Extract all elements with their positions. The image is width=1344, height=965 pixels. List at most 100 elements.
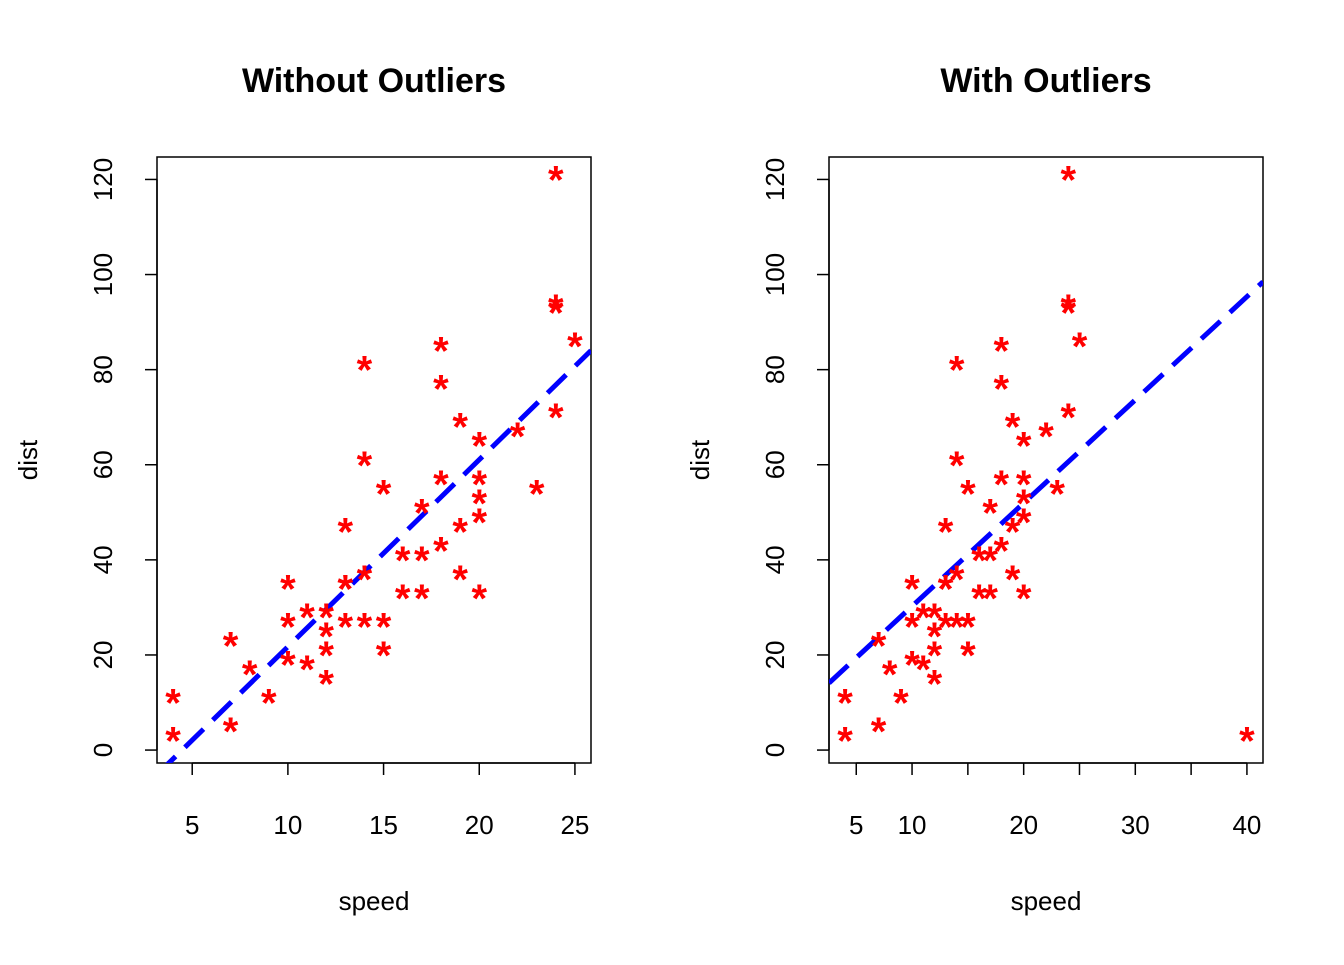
x-axis-title: speed [339,886,410,916]
data-point: * [960,605,976,649]
data-point: * [1049,472,1065,516]
data-point: * [357,605,373,649]
data-point: * [548,158,564,202]
data-point: * [548,292,564,336]
data-point: * [433,529,449,573]
data-point: * [949,558,965,602]
data-point: * [1005,406,1021,450]
data-point: * [548,287,564,331]
data-point: * [1005,558,1021,602]
data-point: * [915,648,931,692]
data-point: * [1061,396,1077,440]
y-axis-title: dist [13,439,43,480]
data-point: * [338,510,354,554]
data-point: * [949,444,965,488]
x-tick-label: 25 [560,810,589,840]
data-point: * [471,463,487,507]
data-point: * [414,491,430,535]
data-point: * [1038,415,1054,459]
y-tick-label: 40 [88,545,118,574]
x-tick-label: 10 [273,810,302,840]
data-point: * [452,406,468,450]
data-point: * [395,577,411,621]
data-point: * [433,463,449,507]
y-tick-label: 0 [760,743,790,757]
data-point: * [376,472,392,516]
data-point: * [471,577,487,621]
data-point: * [280,643,296,687]
data-point: * [1016,577,1032,621]
data-point: * [904,567,920,611]
data-point: * [357,349,373,393]
y-tick-label: 100 [760,253,790,296]
y-tick-label: 120 [88,158,118,201]
data-point: * [261,682,277,726]
data-point: * [904,643,920,687]
y-tick-label: 20 [88,641,118,670]
data-point: * [1239,720,1255,764]
data-point: * [938,510,954,554]
data-point: * [982,577,998,621]
data-point: * [471,501,487,545]
y-tick-label: 60 [760,450,790,479]
data-point: * [994,529,1010,573]
data-point: * [837,720,853,764]
data-point: * [871,710,887,754]
data-point: * [471,482,487,526]
data-point: * [318,634,334,678]
data-point: * [837,682,853,726]
data-point: * [338,567,354,611]
x-tick-label: 30 [1121,810,1150,840]
data-point: * [960,634,976,678]
data-point: * [1016,425,1032,469]
plot-title: Without Outliers [242,62,506,100]
data-point: * [994,330,1010,374]
data-point: * [1061,287,1077,331]
data-point: * [567,325,583,369]
plot-title: With Outliers [940,62,1151,100]
x-tick-label: 20 [1009,810,1038,840]
data-point: * [165,682,181,726]
data-point: * [1016,463,1032,507]
y-tick-label: 40 [760,545,790,574]
data-point: * [165,720,181,764]
data-point: * [529,472,545,516]
data-point: * [938,567,954,611]
data-point: * [982,539,998,583]
data-point: * [280,605,296,649]
data-point: * [871,624,887,668]
regression-line [165,348,591,763]
data-point: * [971,539,987,583]
data-point: * [299,596,315,640]
data-point: * [1016,482,1032,526]
data-point: * [376,634,392,678]
data-point: * [882,653,898,697]
data-point: * [1072,325,1088,369]
x-tick-label: 15 [369,810,398,840]
regression-line [829,279,1263,685]
data-point: * [338,605,354,649]
data-point: * [927,615,943,659]
y-tick-label: 20 [760,641,790,670]
data-point: * [960,472,976,516]
data-point: * [1005,510,1021,554]
data-point: * [414,539,430,583]
data-point: * [927,634,943,678]
y-tick-label: 120 [760,158,790,201]
y-tick-label: 80 [760,355,790,384]
data-point: * [433,368,449,412]
data-point: * [893,682,909,726]
data-point: * [318,596,334,640]
data-point: * [1061,292,1077,336]
data-point: * [433,330,449,374]
data-point: * [299,648,315,692]
plot-panel-2: With Outliers 5 10 20 30 40 0 20 40 60 80 100 120 spe… [685,62,1264,916]
data-point: * [318,662,334,706]
data-point: * [357,444,373,488]
data-point: * [338,567,354,611]
data-point: * [994,463,1010,507]
data-point: * [982,491,998,535]
x-tick-label: 5 [849,810,863,840]
